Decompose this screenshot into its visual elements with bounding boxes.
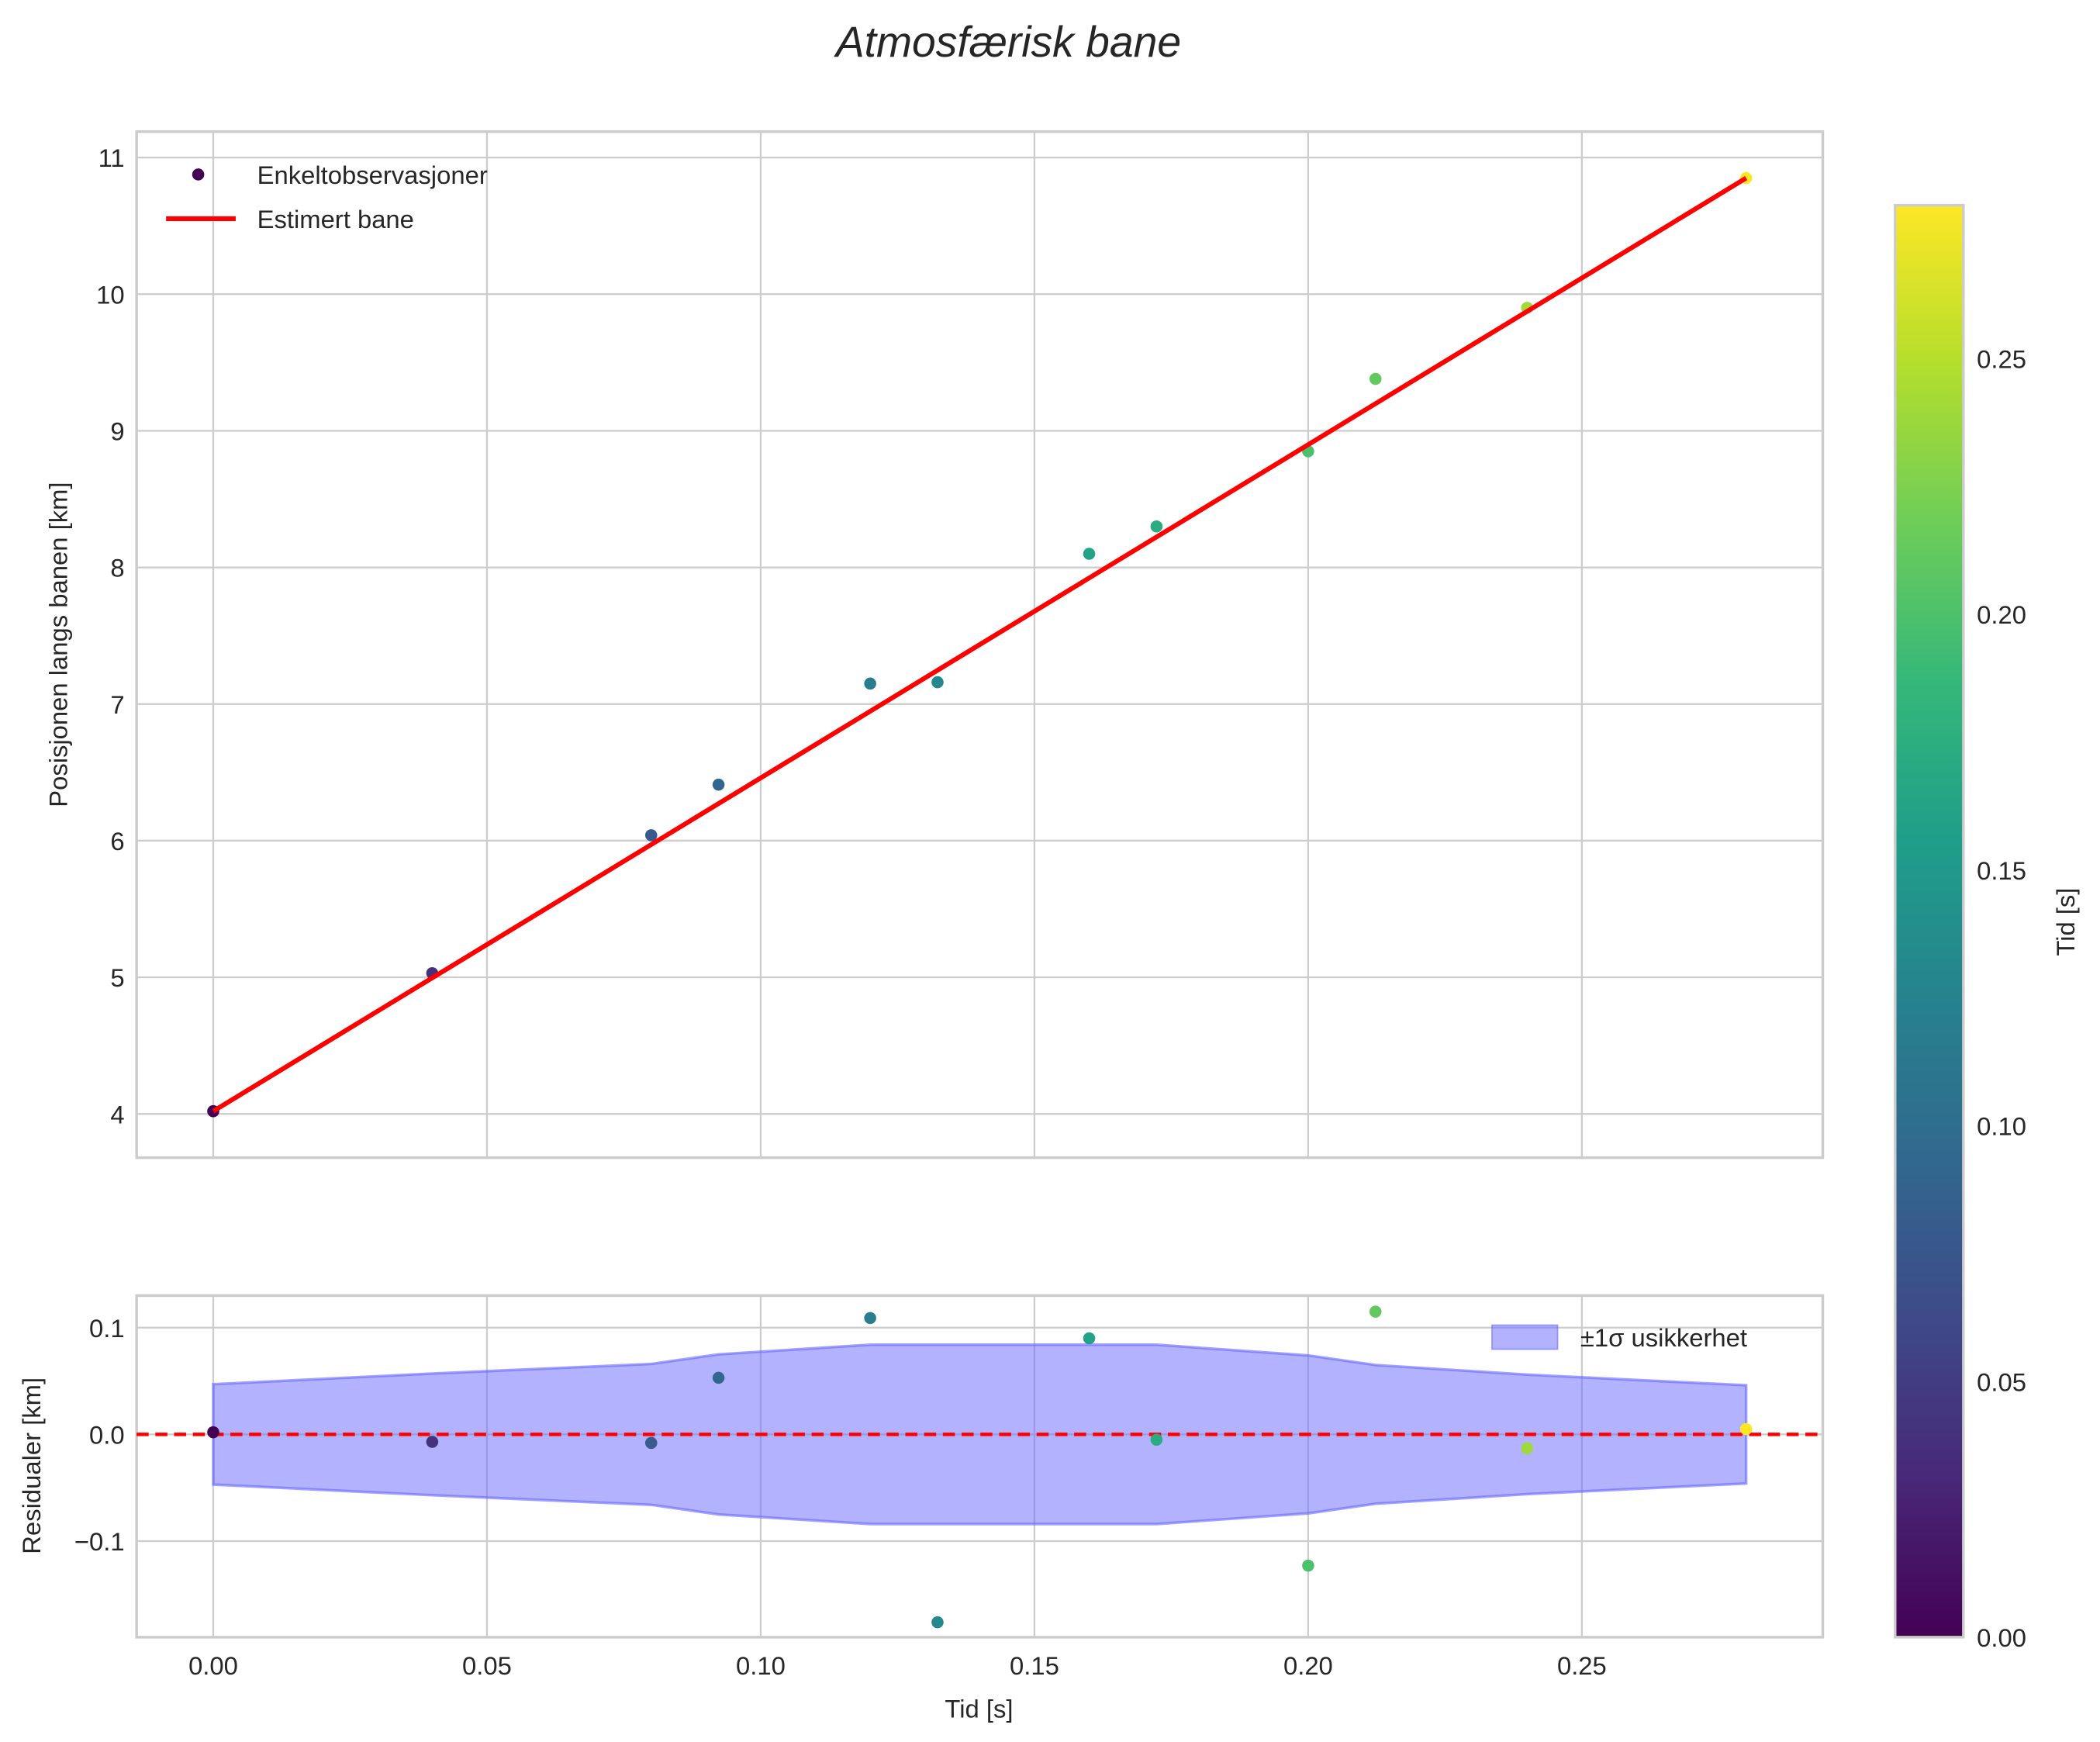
residual-point (1739, 1422, 1753, 1436)
legend-label-observations: Enkeltobservasjoner (257, 161, 488, 189)
y-tick-label: 9 (110, 417, 124, 446)
residual-point (426, 1436, 439, 1448)
trajectory-axes: 4 5 6 7 8 9 10 11 Enkeltobservasjoner Estimert ba… (96, 130, 1825, 1160)
y-tick-label: 0.1 (89, 1314, 125, 1343)
data-point (1083, 548, 1096, 560)
axes-frame (135, 1294, 1825, 1639)
y-tick-label: 5 (110, 963, 124, 992)
residual-point (1083, 1332, 1096, 1345)
chart-title: Atmosfærisk bane (834, 18, 1181, 66)
y-tick-label: −0.1 (74, 1527, 125, 1556)
residual-point (1302, 1559, 1314, 1572)
y-tick-label: 8 (110, 554, 124, 582)
colorbar-tick-label: 0.00 (1977, 1623, 2026, 1652)
colorbar-tick-label: 0.25 (1977, 345, 2026, 374)
colorbar-label: Tid [s] (2051, 888, 2080, 956)
residual-point (712, 1371, 725, 1384)
colorbar-tick-label: 0.20 (1977, 600, 2026, 629)
data-point (864, 677, 876, 690)
data-point (1150, 520, 1163, 533)
fit-line (212, 175, 1748, 1114)
y-tick-label: 7 (110, 690, 124, 719)
legend-marker-band (1491, 1324, 1559, 1350)
y-tick-label: 10 (96, 280, 124, 309)
bottom-ylabel: Residualer [km] (17, 1377, 46, 1554)
axes-frame (135, 130, 1825, 1160)
x-tick-label: 0.15 (1010, 1651, 1059, 1680)
residual-point (864, 1312, 876, 1325)
top-ylabel: Posisjonen langs banen [km] (43, 482, 72, 807)
legend-label-fit: Estimert bane (257, 205, 414, 233)
colorbar-tick-label: 0.10 (1977, 1112, 2026, 1141)
xlabel: Tid [s] (945, 1694, 1013, 1723)
y-tick-label: 4 (110, 1100, 124, 1128)
colorbar-tick-label: 0.05 (1977, 1367, 2026, 1396)
colorbar: 0.00 0.05 0.10 0.15 0.20 0.25 (1894, 203, 2026, 1652)
legend-label-band: ±1σ usikkerhet (1580, 1323, 1747, 1352)
residual-point (644, 1436, 658, 1450)
x-tick-label: 0.05 (462, 1651, 512, 1680)
x-tick-label: 0.10 (736, 1651, 786, 1680)
data-point (644, 829, 658, 842)
y-tick-label: 11 (98, 143, 125, 172)
residual-point (207, 1426, 219, 1439)
residual-axes: −0.1 0.0 0.1 0.00 0.05 0.10 0.15 0.20 0.25 ±1σ us… (74, 1294, 1825, 1680)
residual-point (1521, 1442, 1534, 1455)
legend-marker-observations (192, 168, 205, 181)
data-point (931, 676, 944, 689)
x-tick-label: 0.25 (1557, 1651, 1607, 1680)
residual-point (931, 1616, 944, 1629)
uncertainty-band (212, 1343, 1748, 1526)
colorbar-gradient (1894, 203, 1965, 1639)
residual-point (1369, 1305, 1382, 1318)
data-point (1369, 372, 1382, 385)
x-tick-label: 0.20 (1283, 1651, 1333, 1680)
x-tick-label: 0.00 (188, 1651, 238, 1680)
residual-point (1150, 1433, 1163, 1446)
y-tick-label: 0.0 (89, 1420, 125, 1449)
colorbar-tick-label: 0.15 (1977, 856, 2026, 885)
data-point (712, 778, 725, 791)
y-tick-label: 6 (110, 827, 124, 855)
